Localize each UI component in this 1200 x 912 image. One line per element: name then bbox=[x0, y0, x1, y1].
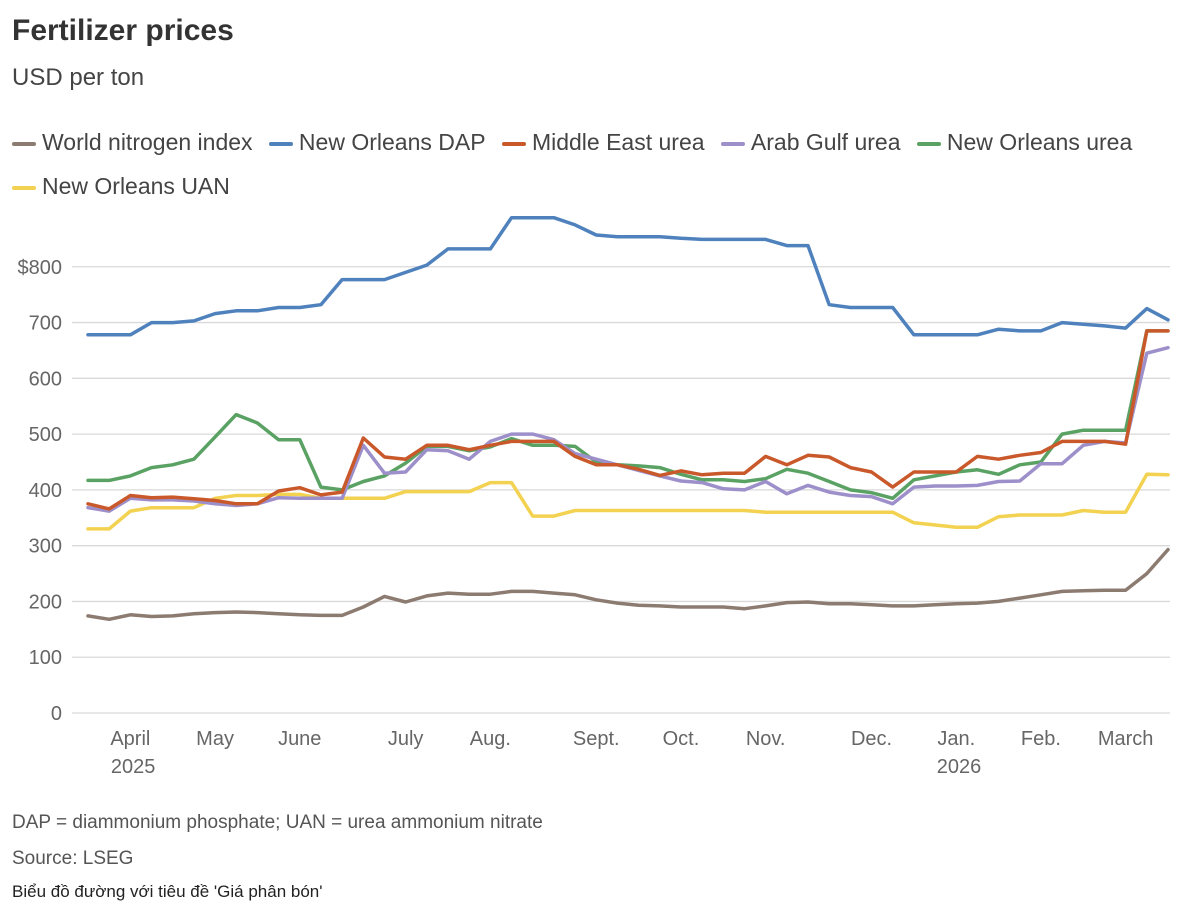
series-line bbox=[86, 345, 1170, 513]
series-line bbox=[86, 547, 1170, 622]
legend-item: Arab Gulf urea bbox=[720, 129, 901, 155]
series-line bbox=[86, 472, 1170, 531]
legend-item: World nitrogen index bbox=[12, 129, 253, 155]
y-tick-label: 500 bbox=[29, 424, 62, 446]
chart-title: Fertilizer prices bbox=[12, 14, 234, 47]
legend-label: Middle East urea bbox=[531, 129, 705, 155]
legend-label: New Orleans DAP bbox=[298, 129, 486, 155]
chart-subtitle: USD per ton bbox=[12, 64, 145, 91]
legend-item: New Orleans UAN bbox=[12, 173, 230, 199]
legend: World nitrogen index New Orleans DAP Mid… bbox=[12, 120, 1162, 208]
x-tick-label: Nov. bbox=[746, 728, 786, 750]
legend-label: World nitrogen index bbox=[42, 129, 253, 155]
y-tick-label: 200 bbox=[29, 591, 62, 613]
x-tick-label: July bbox=[388, 728, 424, 750]
y-tick-label: 300 bbox=[29, 536, 62, 558]
x-tick-label: Oct. bbox=[663, 728, 700, 750]
legend-swatch bbox=[916, 141, 941, 146]
x-tick-label: Jan. 2026 bbox=[931, 728, 981, 778]
legend-swatch bbox=[268, 141, 293, 146]
x-tick-label: Dec. bbox=[851, 728, 892, 750]
legend-swatch bbox=[501, 141, 526, 146]
source: Source: LSEG bbox=[12, 848, 134, 869]
legend-item: Middle East urea bbox=[501, 129, 705, 155]
y-tick-label: 100 bbox=[29, 647, 62, 669]
y-tick-label: 600 bbox=[29, 368, 62, 390]
series-line bbox=[86, 215, 1170, 337]
legend-swatch bbox=[12, 141, 36, 146]
y-tick-label: 700 bbox=[29, 313, 62, 335]
legend-swatch bbox=[12, 185, 36, 190]
legend-item: New Orleans urea bbox=[916, 129, 1133, 155]
legend-label: New Orleans UAN bbox=[42, 173, 230, 199]
series-line bbox=[86, 329, 1170, 501]
y-tick-label: 0 bbox=[51, 703, 62, 725]
series-line bbox=[86, 329, 1170, 511]
legend-label: New Orleans urea bbox=[946, 129, 1133, 155]
caption: Biểu đồ đường với tiêu đề 'Giá phân bón' bbox=[12, 882, 323, 901]
chart: 0 100 200 300 400 500 600 700 $800 April 2025 May J… bbox=[18, 215, 1170, 778]
legend-label: Arab Gulf urea bbox=[750, 129, 901, 155]
note: DAP = diammonium phosphate; UAN = urea a… bbox=[12, 812, 543, 833]
y-tick-label: $800 bbox=[18, 257, 63, 279]
x-tick-label: Feb. bbox=[1021, 728, 1061, 750]
legend-item: New Orleans DAP bbox=[268, 129, 486, 155]
x-tick-label: Sept. bbox=[573, 728, 620, 750]
x-tick-label: April 2025 bbox=[105, 728, 155, 778]
x-tick-label: June bbox=[278, 728, 321, 750]
x-tick-label: Aug. bbox=[470, 728, 511, 750]
legend-swatch bbox=[720, 141, 745, 146]
y-tick-label: 400 bbox=[29, 480, 62, 502]
x-tick-label: May bbox=[196, 728, 234, 750]
x-tick-label: March bbox=[1098, 728, 1154, 750]
